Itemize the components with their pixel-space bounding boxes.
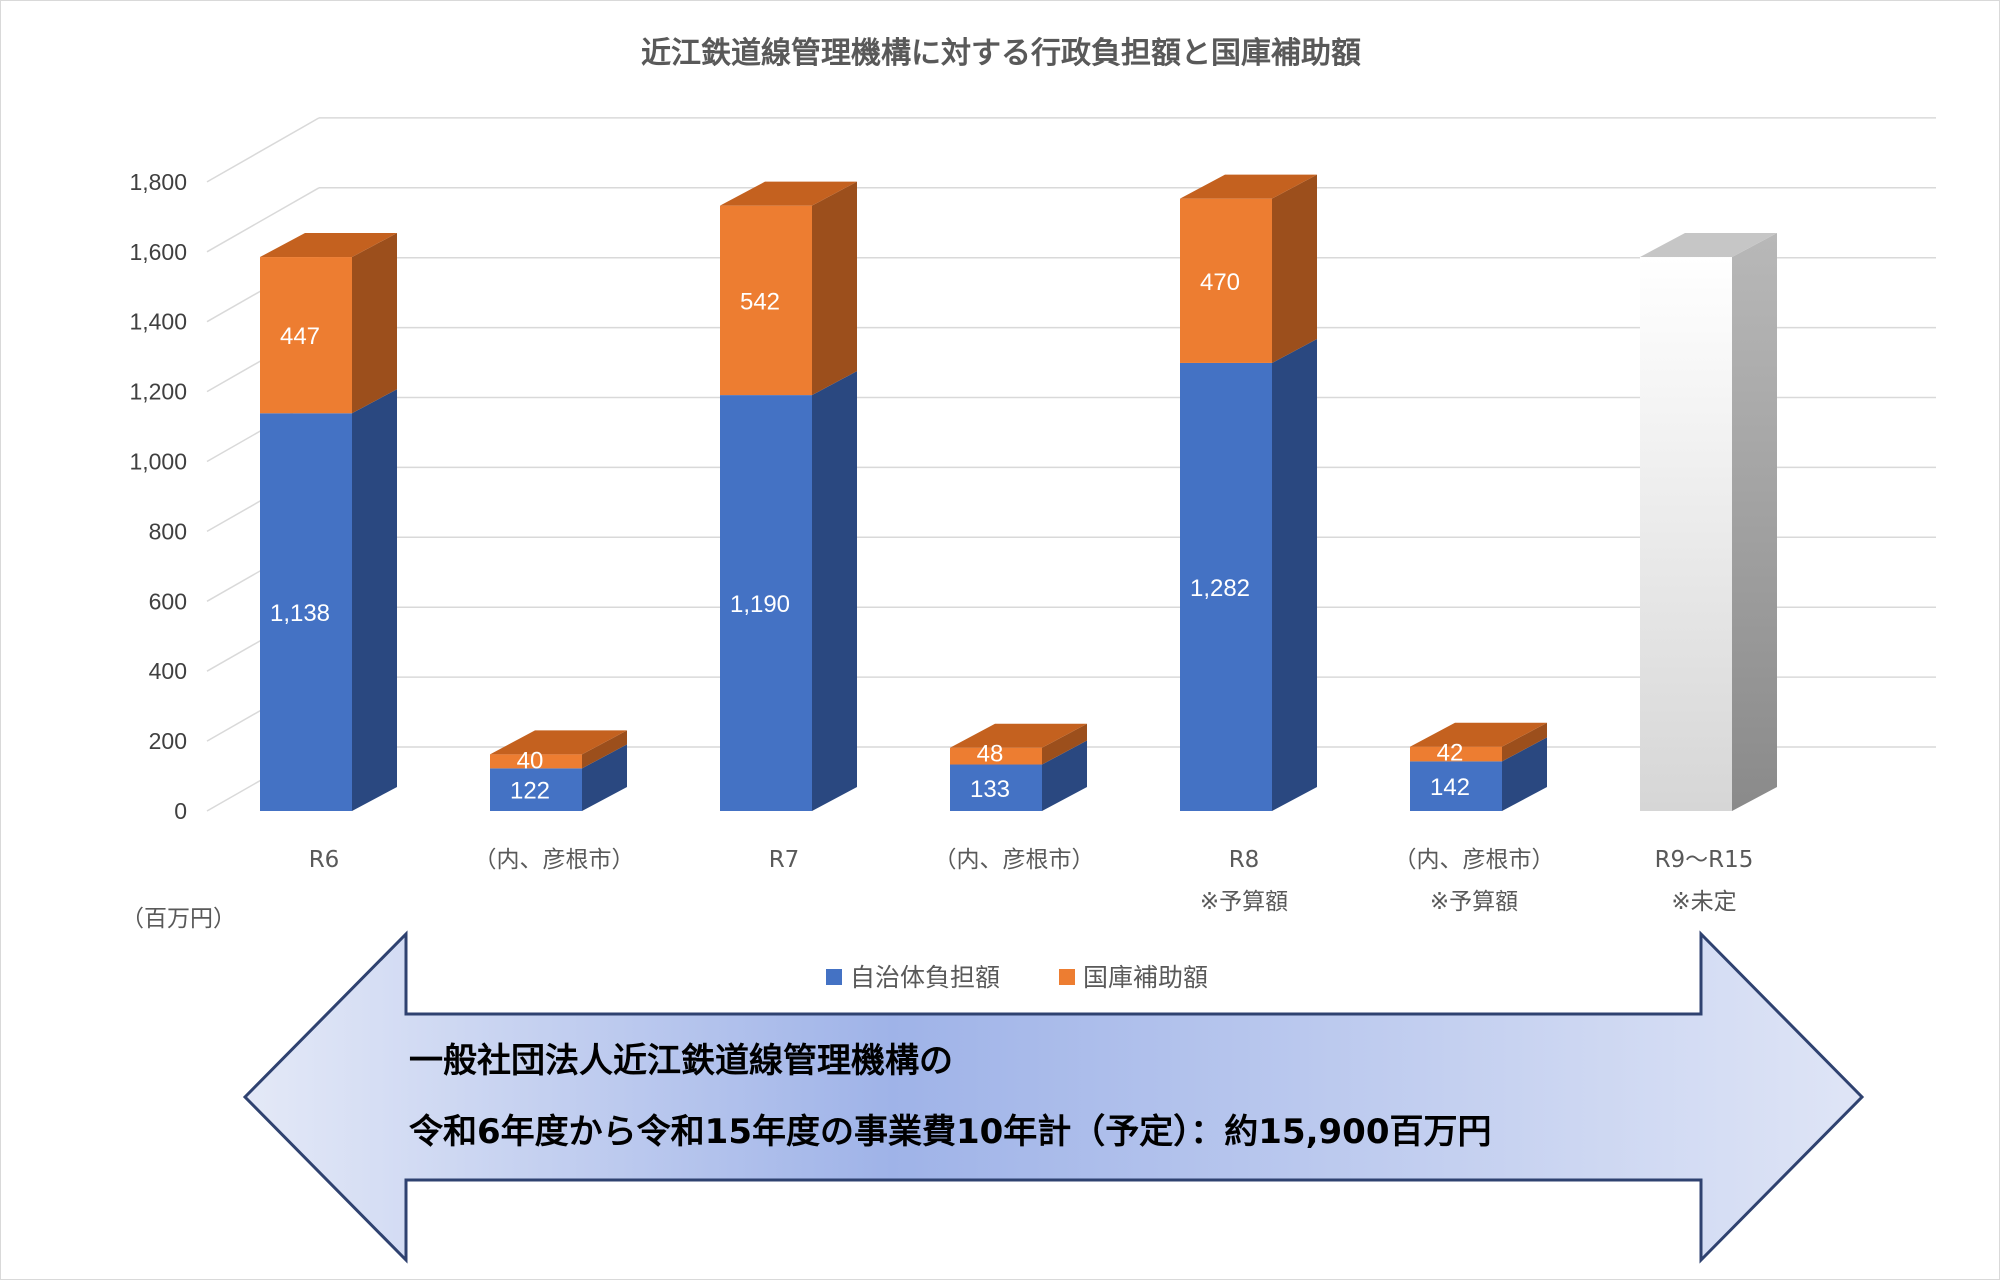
- chart-title: 近江鉄道線管理機構に対する行政負担額と国庫補助額: [641, 36, 1361, 71]
- bar-local-burden-front: [1180, 362, 1272, 811]
- arrow-text-line1: 一般社団法人近江鉄道線管理機構の: [409, 1041, 953, 1081]
- data-label-national-subsidy: 40: [517, 747, 544, 774]
- bar-national-subsidy-front: [490, 754, 582, 769]
- y-tick-label: 400: [149, 658, 187, 684]
- bar-local-burden-side: [352, 389, 397, 811]
- x-category-label: R8: [1229, 847, 1260, 873]
- x-category-label: （内、彦根市）: [934, 847, 1095, 873]
- data-label-local-burden: 133: [970, 776, 1010, 803]
- x-category-note: ※未定: [1671, 889, 1736, 915]
- bar-national-subsidy-top: [1180, 174, 1317, 199]
- legend: 自治体負担額 国庫補助額: [826, 963, 1208, 992]
- bar-undetermined-side: [1732, 233, 1777, 812]
- bar-undetermined-top: [1640, 233, 1777, 258]
- bar-national-subsidy-side: [352, 233, 397, 414]
- y-tick-label: 600: [149, 588, 187, 614]
- bar-national-subsidy-top: [950, 723, 1087, 748]
- bar-national-subsidy-side: [582, 730, 627, 769]
- bar-national-subsidy-side: [1502, 722, 1547, 762]
- x-category-label: （内、彦根市）: [474, 847, 635, 873]
- x-category-label: R9～R15: [1655, 847, 1754, 873]
- x-category-label: （内、彦根市）: [1394, 847, 1555, 873]
- bar-local-burden-front: [490, 768, 582, 811]
- data-label-national-subsidy: 447: [280, 323, 320, 350]
- x-category-note: ※予算額: [1430, 889, 1518, 915]
- total-cost-arrow: 一般社団法人近江鉄道線管理機構の 令和6年度から令和15年度の事業費10年計（予…: [242, 930, 1865, 1264]
- y-tick-label: 0: [174, 798, 187, 824]
- bar-national-subsidy-side: [812, 181, 857, 396]
- data-label-local-burden: 1,282: [1190, 575, 1250, 602]
- bar-national-subsidy-front: [1410, 746, 1502, 762]
- bar-local-burden-side: [582, 744, 627, 811]
- bar-national-subsidy-front: [950, 747, 1042, 765]
- legend-swatch-local-burden: [826, 969, 842, 985]
- legend-label-local-burden: 自治体負担額: [850, 963, 1000, 992]
- data-label-local-burden: 1,138: [270, 600, 330, 627]
- bar-local-burden-side: [812, 371, 857, 811]
- bar-national-subsidy-front: [260, 257, 352, 414]
- gridline-floor: [206, 187, 320, 253]
- data-label-national-subsidy: 542: [740, 288, 780, 315]
- data-labels: 1,138 447 122 40 1,190 542 133 48 1,282 470 142 42: [270, 269, 1470, 805]
- x-axis-categories: R6 （内、彦根市） R7 （内、彦根市） R8 ※予算額 （内、彦根市） ※予算額 R9～R1…: [309, 847, 1754, 915]
- bar-national-subsidy-top: [720, 181, 857, 206]
- bars: [260, 174, 1777, 812]
- y-tick-label: 1,200: [129, 379, 187, 405]
- bar-national-subsidy-top: [260, 233, 397, 258]
- bar-local-burden-side: [1272, 338, 1317, 811]
- bar-local-burden-front: [260, 413, 352, 811]
- bar-local-burden-front: [950, 764, 1042, 811]
- y-tick-label: 1,800: [129, 169, 187, 195]
- y-tick-label: 1,600: [129, 239, 187, 265]
- x-category-label: R6: [309, 847, 340, 873]
- bar-national-subsidy-side: [1272, 174, 1317, 363]
- y-tick-label: 1,000: [129, 449, 187, 475]
- unit-label: （百万円）: [121, 906, 236, 932]
- data-label-local-burden: 122: [510, 778, 550, 805]
- y-tick-label: 1,400: [129, 309, 187, 335]
- data-label-national-subsidy: 48: [977, 741, 1004, 768]
- x-category-note: ※予算額: [1200, 889, 1288, 915]
- bar-national-subsidy-front: [1180, 198, 1272, 363]
- y-tick-label: 800: [149, 518, 187, 544]
- bar-undetermined-front: [1640, 257, 1732, 812]
- x-category-label: R7: [769, 847, 800, 873]
- bar-national-subsidy-top: [490, 730, 627, 755]
- legend-label-national-subsidy: 国庫補助額: [1083, 963, 1208, 992]
- y-axis-ticks: 0 200 400 600 800 1,000 1,200 1,400 1,600 1,800: [129, 169, 187, 824]
- bar-local-burden-side: [1042, 740, 1087, 811]
- bar-local-burden-side: [1502, 737, 1547, 811]
- legend-swatch-national-subsidy: [1059, 969, 1075, 985]
- bar-national-subsidy-top: [1410, 722, 1547, 747]
- double-arrow-shape: [242, 930, 1865, 1264]
- gridline-floor: [206, 117, 320, 183]
- bar-local-burden-front: [1410, 761, 1502, 811]
- data-label-national-subsidy: 42: [1437, 740, 1464, 767]
- data-label-local-burden: 1,190: [730, 591, 790, 618]
- bar-national-subsidy-front: [720, 205, 812, 396]
- bar-national-subsidy-side: [1042, 723, 1087, 765]
- bar-local-burden-front: [720, 395, 812, 811]
- data-label-local-burden: 142: [1430, 774, 1470, 801]
- data-label-national-subsidy: 470: [1200, 269, 1240, 296]
- arrow-text-line2: 令和6年度から令和15年度の事業費10年計（予定）：約15,900百万円: [409, 1112, 1492, 1152]
- y-tick-label: 200: [149, 728, 187, 754]
